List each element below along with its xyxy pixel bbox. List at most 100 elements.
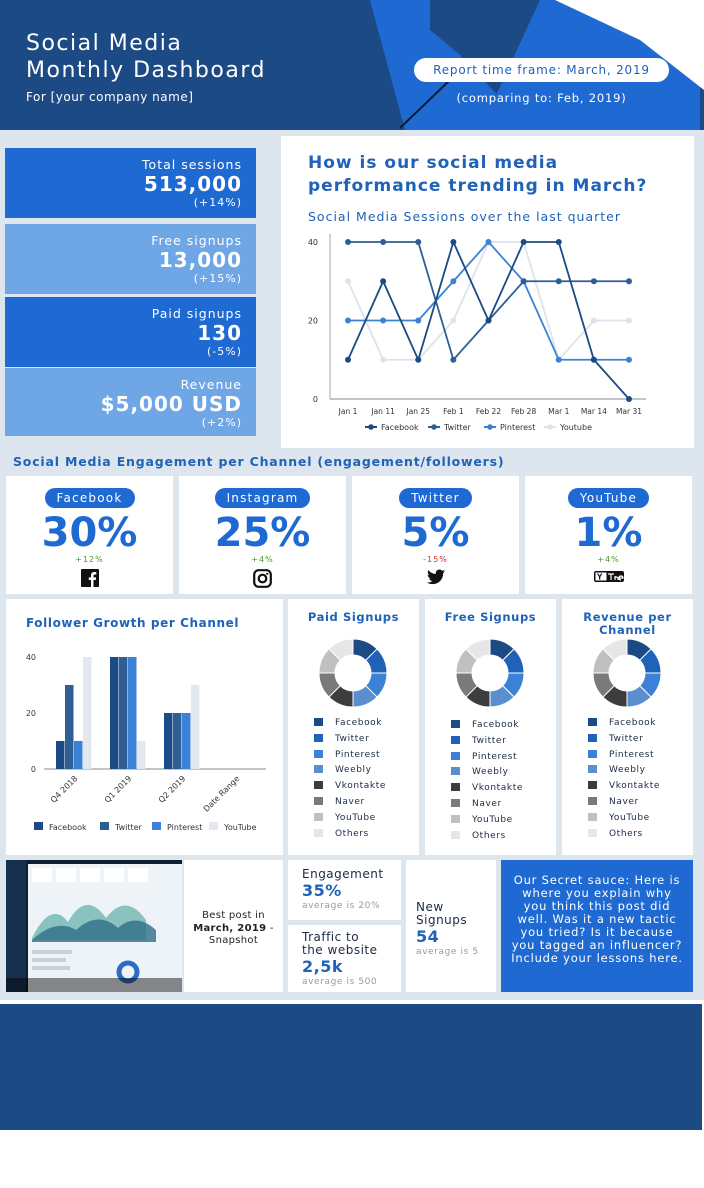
best-post-dash: - [266,922,274,934]
legend-label: YouTube [335,812,376,823]
engagement-card-facebook: Facebook 30% +12% [6,476,173,594]
kpi-value: 513,000 [143,172,242,196]
donut-title: Paid Signups [288,611,419,624]
donut-title-line-1: Free Signups [444,610,537,624]
bar-twitter [173,713,182,769]
engagement-pct: 30% [41,510,138,556]
legend-swatch [451,751,460,760]
legend-swatch [314,781,323,790]
revenue-per-channel-panel: Revenue per Channel Facebook Twitter Pinte… [562,599,693,855]
legend-swatch [588,828,597,837]
bar-twitter [119,657,128,769]
metric-average: average is 20% [302,901,381,911]
legend-label: Weebly [609,765,646,776]
x-tick-label: Q2 2019 [157,774,188,805]
legend-label: Facebook [49,823,87,832]
metric-label-line-2: the website [302,943,378,957]
legend-swatch [314,718,323,726]
data-point [450,356,457,363]
legend-marker [487,424,493,430]
legend-item: YouTube [451,813,523,829]
data-point [380,356,387,363]
legend-label: Pinterest [335,749,381,760]
revenue-per-channel-donut [592,638,662,708]
channel-pill: Instagram [214,488,311,508]
metric-value: 35% [302,881,342,900]
data-point [485,239,492,245]
metric-label-line-2: Signups [416,913,468,927]
donut-legend: Facebook Twitter Pinterest Weebly Vkontakte N… [314,716,386,842]
legend-label: Pinterest [500,423,535,432]
donut-title: Revenue per Channel [562,611,693,637]
legend-label: Naver [335,796,365,807]
secret-sauce-note: Our Secret sauce: Here is where you expl… [501,860,693,992]
x-tick-label: Q4 2018 [49,774,80,805]
best-post-snapshot-image [6,860,182,992]
traffic-metric: Traffic to the website 2,5k average is 5… [288,925,401,992]
legend-item: Naver [588,795,660,811]
page-title: Social Media Monthly Dashboard [26,30,266,84]
donut-title-line-1: Revenue per [583,610,672,624]
sessions-line-chart: 0 20 40 Jan 1 Jan 11 Jan 25 Feb 1 Feb 22 Feb 28 M… [308,234,646,432]
y-tick-label: 40 [26,653,36,662]
trend-question: How is our social media performance tren… [308,153,648,196]
y-tick-label: 0 [313,395,318,404]
snapshot-illustration [6,860,182,992]
legend-swatch [451,798,460,807]
best-post-caption: Best post in March, 2019 - Snapshot [184,860,283,992]
legend-swatch [588,718,597,726]
data-point [590,317,597,324]
legend-item: Facebook [451,718,523,734]
legend-label: Vkontakte [472,783,523,794]
bar-facebook [110,657,119,769]
legend-label: Others [609,828,643,839]
legend-label: Facebook [335,718,383,728]
legend-swatch [152,822,161,830]
legend-label: Pinterest [472,751,518,762]
legend-label: Weebly [335,765,372,776]
donut-title-line-2: Channel [599,623,656,637]
instagram-icon [253,569,272,588]
data-point [485,317,492,324]
data-point [626,278,632,285]
legend-item: Naver [451,797,523,813]
series-line-youtube [347,241,629,362]
legend-swatch [314,796,323,805]
engagement-card-instagram: Instagram 25% +4% [179,476,346,594]
kpi-label: Total sessions [142,157,242,172]
donut-slice-others [328,638,354,661]
y-tick-label: 40 [308,238,318,247]
kpi-value: 13,000 [158,248,242,272]
legend-item: Naver [314,795,386,811]
legend-swatch [588,733,597,742]
youtube-icon [593,571,624,582]
legend-label: Facebook [472,720,520,730]
legend-marker [547,424,553,430]
paid-signups-donut [318,638,388,708]
kpi-total-sessions: Total sessions 513,000 (+14%) [5,148,256,218]
data-point [555,356,562,363]
engagement-heading: Social Media Engagement per Channel (eng… [13,454,505,469]
legend-swatch [588,796,597,805]
timeframe-pill: Report time frame: March, 2019 [414,58,669,82]
legend-label: Twitter [609,733,644,744]
legend-swatch [34,822,43,830]
legend-label: Weebly [472,767,509,778]
series-line-twitter [348,241,629,362]
metric-value: 2,5k [302,957,343,976]
kpi-value: 130 [197,321,242,345]
follower-growth-bar-chart: 0 20 40 Q4 2018 Q1 2019 Q2 2019 Date Range Face… [26,653,266,832]
kpi-change: (+15%) [193,272,242,285]
y-tick-label: 0 [31,765,36,774]
x-tick-label: Feb 1 [443,407,464,416]
engagement-change: +12% [75,555,104,564]
legend-item: YouTube [314,811,386,827]
legend-label: Facebook [381,423,419,432]
legend-item: Weebly [451,765,523,781]
kpi-value: $5,000 USD [100,392,242,416]
trend-chart-title: Social Media Sessions over the last quar… [308,209,621,224]
channel-pill: Facebook [44,488,135,508]
legend-label: Naver [609,796,639,807]
channel-pill: YouTube [567,488,650,508]
company-subtitle: For [your company name] [26,90,194,104]
